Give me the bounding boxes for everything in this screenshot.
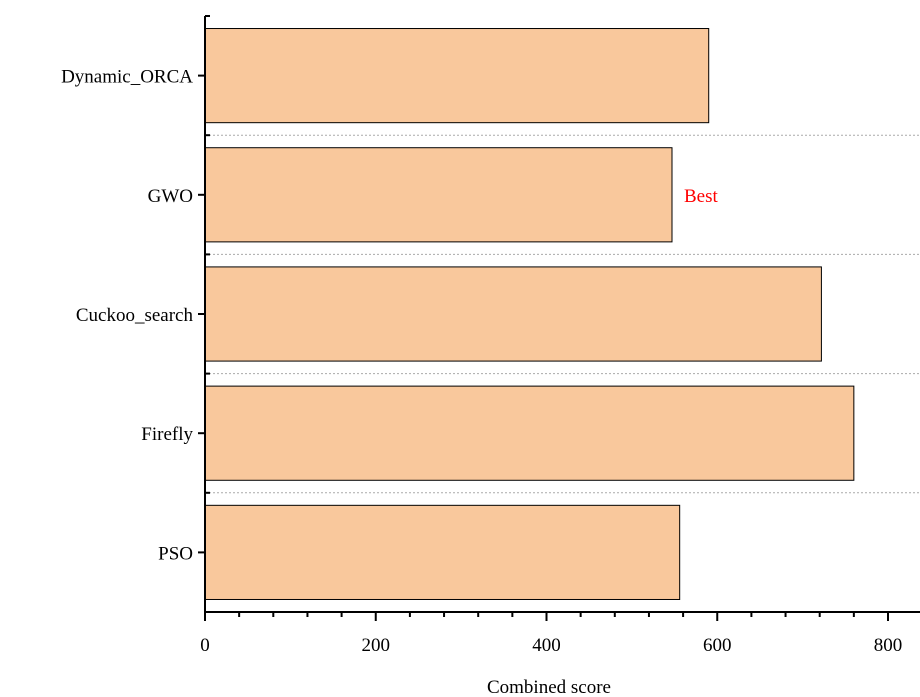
x-axis-title: Combined score	[487, 677, 611, 697]
annotation-label: Best	[684, 186, 719, 207]
labels: Dynamic_ORCA GWO Cuckoo_search Firefly PSO 0 2…	[61, 67, 902, 656]
bar-gwo	[204, 147, 673, 243]
bar-dynamic-orca	[204, 28, 710, 124]
x-tick-label: 200	[362, 635, 391, 656]
bar-cuckoo-search	[204, 266, 822, 362]
y-tick-label: GWO	[148, 186, 193, 207]
grid-lines	[205, 134, 920, 494]
x-tick-label: 600	[703, 635, 732, 656]
annotations: Best	[684, 186, 719, 207]
bar-firefly	[204, 385, 855, 481]
x-tick-label: 0	[200, 635, 210, 656]
y-tick-label: PSO	[158, 543, 193, 564]
y-tick-label: Dynamic_ORCA	[61, 67, 193, 88]
bar-pso	[204, 504, 681, 600]
x-tick-label: 800	[874, 635, 903, 656]
y-tick-label: Cuckoo_search	[76, 305, 194, 326]
y-tick-label: Firefly	[141, 424, 193, 445]
x-tick-label: 400	[532, 635, 561, 656]
ticks	[198, 15, 889, 621]
bars	[204, 28, 855, 600]
